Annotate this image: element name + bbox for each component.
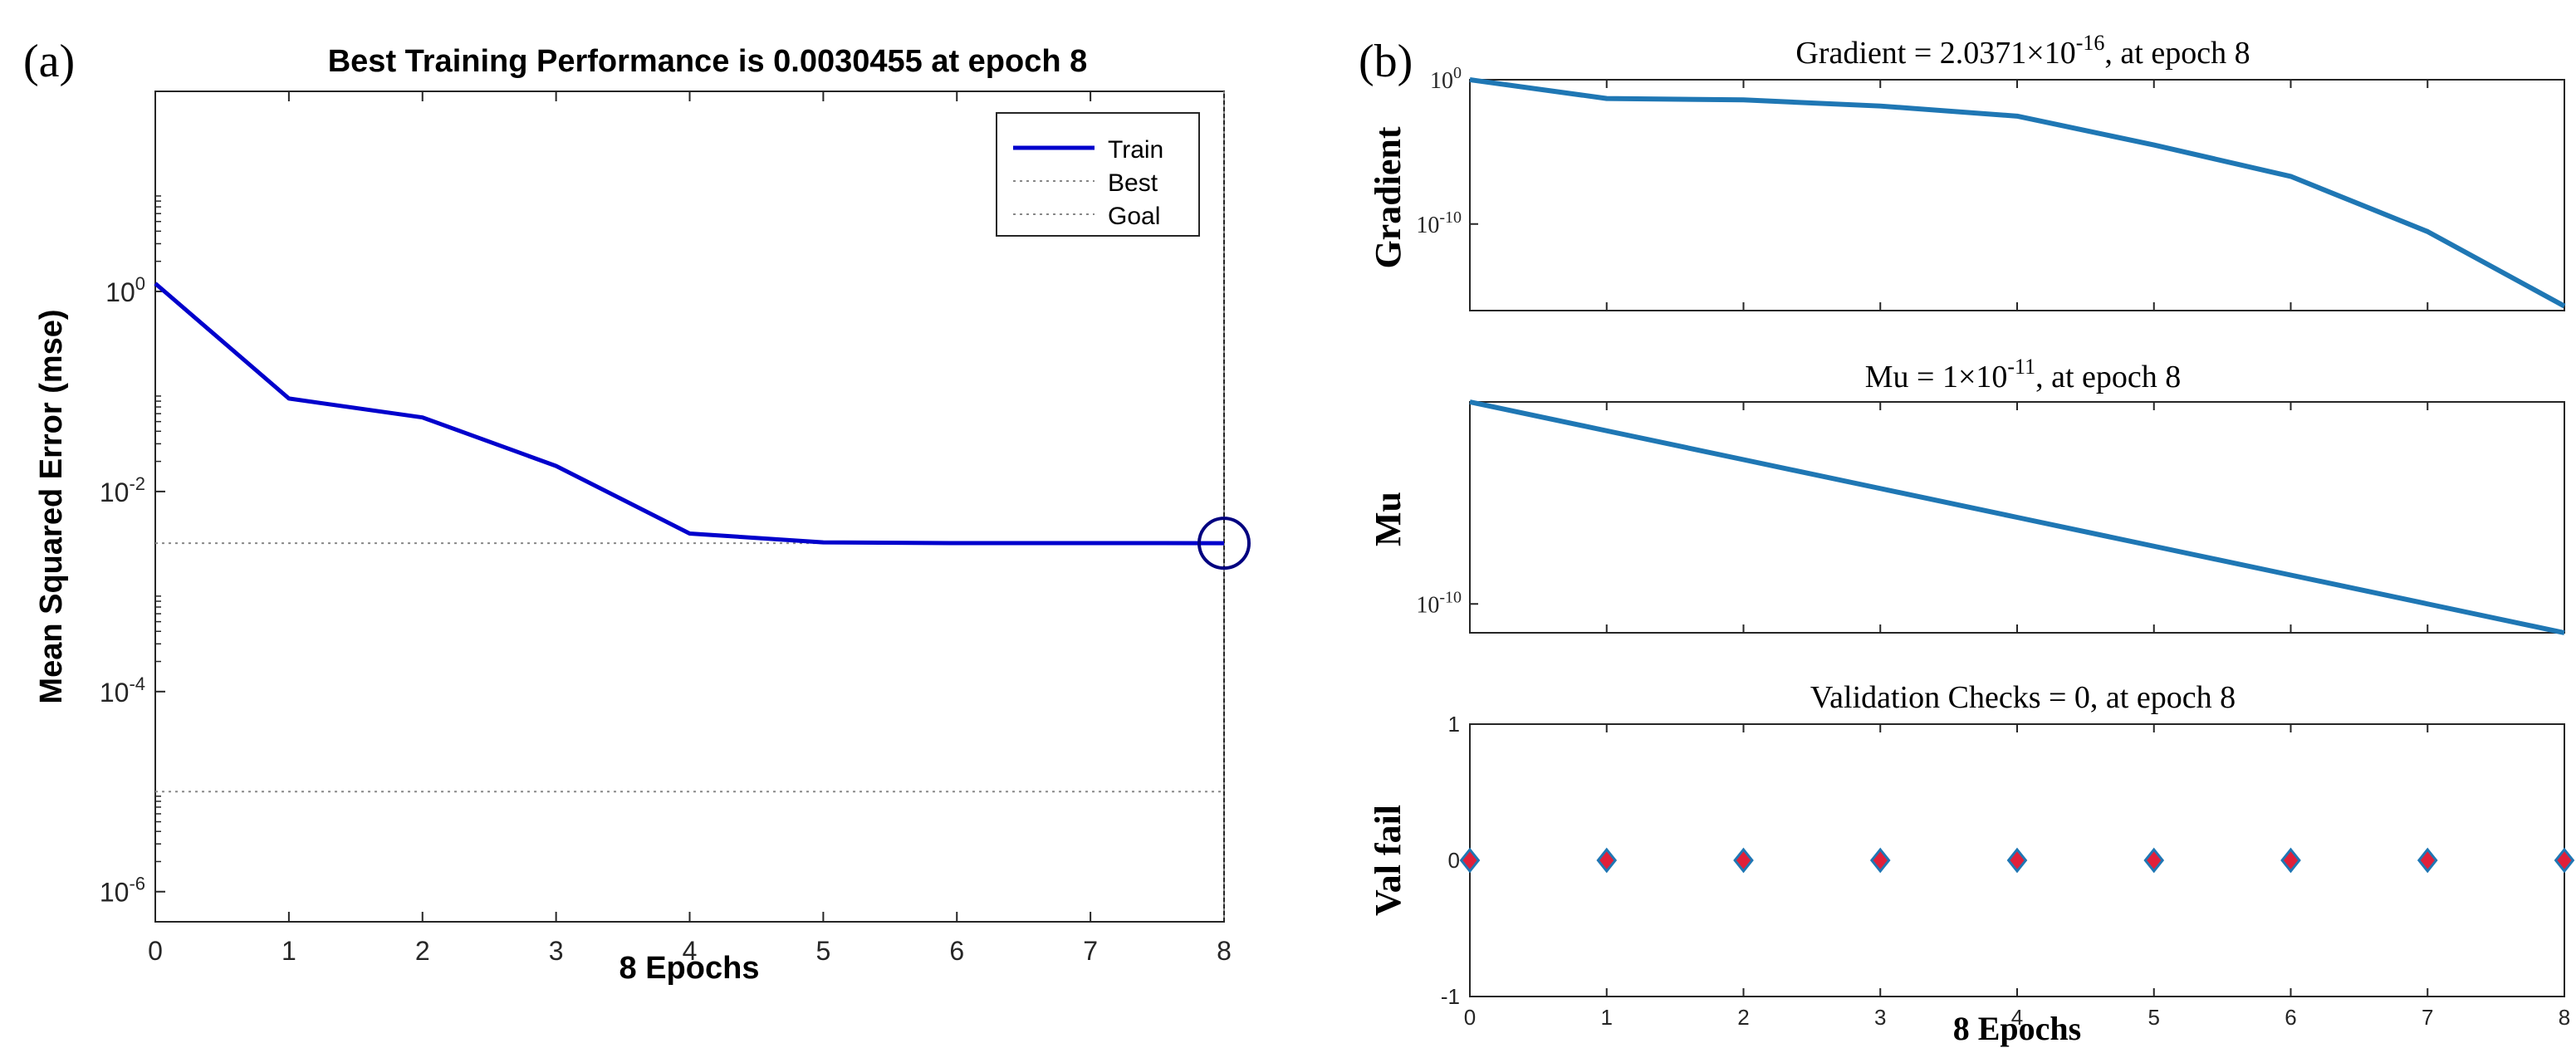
val-fail-marker <box>1596 847 1618 874</box>
x-tick-label: 5 <box>815 936 830 966</box>
x-tick-label: 4 <box>683 936 698 966</box>
gradient-x-ticks <box>1469 80 2565 311</box>
val-fail-marker <box>1733 847 1754 874</box>
panel-b-tag: (b) <box>1359 36 1413 87</box>
gradient-title-tail: , at epoch 8 <box>2104 36 2250 71</box>
validation-y-axis-label: Val fail <box>1368 805 1408 916</box>
x-tick-label: 0 <box>148 936 163 966</box>
best-epoch-circle <box>1197 517 1251 571</box>
panel-a-y-axis-label: Mean Squared Error (mse) <box>34 309 69 703</box>
y-tick-label: 100 <box>1430 64 1462 94</box>
legend-best-label: Best <box>1108 169 1158 197</box>
x-tick-label: 8 <box>1217 936 1232 966</box>
validation-markers <box>1459 847 2575 874</box>
panel-b: (b) Gradient = 2.0371×10-16, at epoch 8 … <box>1359 31 2575 1047</box>
y-tick-label: 0 <box>1448 848 1460 873</box>
gradient-title: Gradient = 2.0371×10-16, at epoch 8 <box>1795 31 2250 71</box>
y-tick-label: -1 <box>1441 984 1460 1009</box>
val-fail-marker <box>1869 847 1891 874</box>
x-tick-label: 8 <box>2559 1005 2570 1030</box>
gradient-y-axis-label: Gradient <box>1368 126 1408 268</box>
x-tick-label: 2 <box>1737 1005 1749 1030</box>
x-tick-label: 5 <box>2148 1005 2160 1030</box>
validation-x-ticks: 0 1 2 3 4 5 6 7 8 <box>1464 724 2570 1030</box>
y-tick-label: 100 <box>105 273 145 307</box>
validation-y-ticks: 1 0 -1 <box>1441 712 1478 1009</box>
gradient-title-exponent: -16 <box>2076 31 2105 55</box>
x-tick-label: 6 <box>2285 1005 2296 1030</box>
mu-y-ticks: 10-10 <box>1416 588 1478 618</box>
panel-a-x-ticks: 0 1 2 3 4 5 6 7 8 <box>148 91 1232 966</box>
x-tick-label: 7 <box>1083 936 1098 966</box>
mu-title: Mu = 1×10-11, at epoch 8 <box>1865 355 2182 394</box>
mu-x-ticks <box>1469 402 2565 633</box>
panel-a-title: Best Training Performance is 0.0030455 a… <box>328 44 1088 79</box>
x-tick-label: 3 <box>549 936 564 966</box>
gradient-y-ticks: 100 10-10 <box>1416 64 1478 238</box>
y-tick-label: 10-10 <box>1416 208 1462 238</box>
x-tick-label: 3 <box>1874 1005 1886 1030</box>
train-line <box>154 282 1225 546</box>
val-fail-marker <box>2554 847 2575 874</box>
legend: Train Best Goal <box>996 112 1200 237</box>
x-tick-label: 2 <box>415 936 430 966</box>
val-fail-marker <box>2006 847 2028 874</box>
mu-title-tail: , at epoch 8 <box>2035 360 2181 394</box>
mu-line <box>1469 399 2565 635</box>
x-tick-label: 1 <box>1601 1005 1613 1030</box>
gradient-line <box>1469 77 2566 309</box>
panel-a: (a) Best Training Performance is 0.00304… <box>23 36 1251 986</box>
mu-y-axis-label: Mu <box>1368 492 1408 546</box>
mu-title-main: Mu = 1×10 <box>1865 360 2008 394</box>
val-fail-marker <box>2280 847 2301 874</box>
y-tick-label: 1 <box>1448 712 1460 737</box>
panel-a-tag: (a) <box>23 36 75 87</box>
legend-train-label: Train <box>1108 136 1163 164</box>
y-tick-label: 10-2 <box>100 473 145 507</box>
y-tick-label: 10-4 <box>100 673 145 708</box>
legend-box <box>996 112 1200 237</box>
y-tick-label: 10-10 <box>1416 588 1462 618</box>
val-fail-marker <box>1459 847 1481 874</box>
gradient-title-main: Gradient = 2.0371×10 <box>1795 36 2075 71</box>
panel-a-y-ticks: 100 10-2 10-4 10-6 <box>100 195 165 908</box>
panel-b-x-axis-label: 8 Epochs <box>1953 1010 2082 1047</box>
mu-title-exponent: -11 <box>2007 355 2035 379</box>
val-fail-marker <box>2417 847 2438 874</box>
panel-a-x-axis-label: 8 Epochs <box>620 951 760 986</box>
x-tick-label: 1 <box>282 936 296 966</box>
x-tick-label: 0 <box>1464 1005 1476 1030</box>
y-tick-label: 10-6 <box>100 874 145 908</box>
legend-goal-label: Goal <box>1108 203 1160 230</box>
validation-title: Validation Checks = 0, at epoch 8 <box>1810 680 2236 715</box>
x-tick-label: 4 <box>2011 1005 2023 1030</box>
x-tick-label: 6 <box>949 936 964 966</box>
val-fail-marker <box>2143 847 2165 874</box>
x-tick-label: 7 <box>2422 1005 2433 1030</box>
